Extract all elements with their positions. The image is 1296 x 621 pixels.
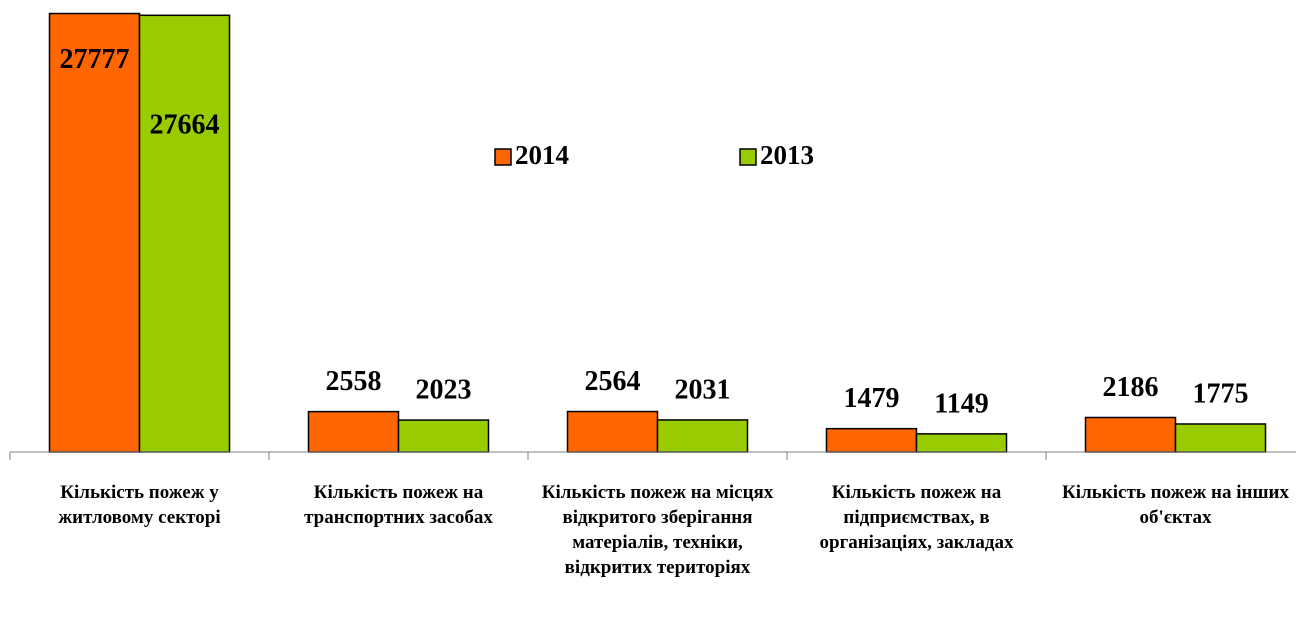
legend-swatch: [739, 148, 757, 166]
value-label: 27777: [60, 44, 130, 75]
value-label: 2564: [585, 366, 641, 397]
x-tick-label: Кількість пожеж на місцях відкритого збе…: [541, 482, 774, 578]
x-tick-label: Кількість пожеж на інших об'єктах: [1062, 482, 1289, 528]
value-label: 2558: [326, 366, 382, 397]
legend-swatch: [494, 148, 512, 166]
value-label: 1479: [844, 383, 900, 414]
bar: [1174, 423, 1267, 453]
bar: [566, 410, 659, 453]
value-label: 1775: [1193, 378, 1249, 409]
x-tick-label: Кількість пожеж на підприємствах, в орга…: [819, 482, 1014, 553]
bar: [138, 14, 231, 453]
bar: [1084, 416, 1177, 453]
bar: [915, 433, 1008, 453]
value-label: 27664: [150, 110, 220, 141]
value-label: 1149: [934, 388, 988, 419]
value-label: 2031: [675, 374, 731, 405]
value-label: 2186: [1103, 372, 1159, 403]
legend-label: 2013: [760, 140, 814, 170]
x-tick-label: Кількість пожеж на транспортних засобах: [304, 482, 493, 528]
bar: [307, 410, 400, 453]
bar: [825, 427, 918, 453]
value-label: 2023: [416, 374, 472, 405]
bar: [397, 419, 490, 453]
legend-label: 2014: [515, 140, 569, 170]
x-tick-label: Кількість пожеж у житловому секторі: [58, 482, 221, 528]
bar: [656, 419, 749, 453]
bar: [48, 12, 141, 453]
